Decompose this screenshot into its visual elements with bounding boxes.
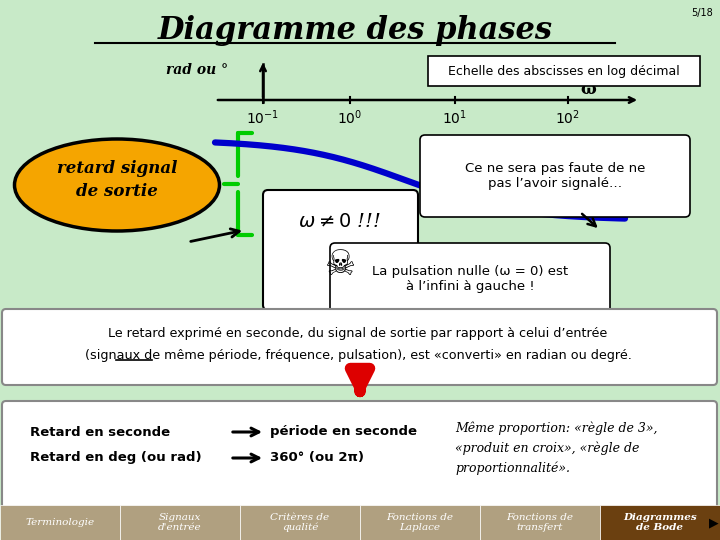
- Bar: [240, 505, 359, 540]
- Text: Le retard exprimé en seconde, du signal de sortie par rapport à celui d’entrée: Le retard exprimé en seconde, du signal …: [109, 327, 608, 341]
- Text: Retard en deg (ou rad): Retard en deg (ou rad): [30, 451, 202, 464]
- FancyBboxPatch shape: [2, 309, 717, 385]
- Text: ☠: ☠: [325, 248, 356, 282]
- Text: Fonctions de
Laplace: Fonctions de Laplace: [387, 513, 454, 532]
- Text: Terminologie: Terminologie: [25, 518, 94, 527]
- Text: Ce ne sera pas faute de ne
pas l’avoir signalé…: Ce ne sera pas faute de ne pas l’avoir s…: [465, 162, 645, 190]
- Text: Retard en seconde: Retard en seconde: [30, 426, 170, 438]
- Text: «produit en croix», «règle de: «produit en croix», «règle de: [455, 441, 639, 455]
- Text: ▶: ▶: [709, 516, 719, 529]
- Text: rad ou °: rad ou °: [166, 63, 228, 77]
- Text: (signaux de même période, fréquence, pulsation), est «converti» en radian ou deg: (signaux de même période, fréquence, pul…: [84, 348, 631, 361]
- Bar: [120, 505, 240, 540]
- Text: $10^{1}$: $10^{1}$: [443, 109, 467, 127]
- Text: 360° (ou 2π): 360° (ou 2π): [270, 451, 364, 464]
- Text: proportionnalité».: proportionnalité».: [455, 461, 570, 475]
- Ellipse shape: [14, 139, 220, 231]
- Text: $10^{-1}$: $10^{-1}$: [246, 109, 279, 127]
- Text: Diagramme des phases: Diagramme des phases: [158, 15, 552, 45]
- Text: Echelle des abscisses en log décimal: Echelle des abscisses en log décimal: [448, 64, 680, 78]
- FancyBboxPatch shape: [2, 401, 717, 514]
- Bar: [0, 505, 120, 540]
- Text: Diagrammes
de Bode: Diagrammes de Bode: [623, 513, 697, 532]
- Text: Signaux
d'entrée: Signaux d'entrée: [158, 513, 202, 532]
- Text: 5/18: 5/18: [691, 8, 713, 18]
- Text: Même proportion: «règle de 3»,: Même proportion: «règle de 3»,: [455, 421, 657, 435]
- Text: période en seconde: période en seconde: [270, 426, 417, 438]
- Text: retard signal
de sortie: retard signal de sortie: [57, 160, 177, 200]
- Bar: [600, 505, 719, 540]
- Text: Critères de
qualité: Critères de qualité: [271, 512, 330, 532]
- FancyBboxPatch shape: [330, 243, 610, 315]
- Bar: [480, 505, 600, 540]
- FancyBboxPatch shape: [263, 190, 418, 310]
- Text: ω: ω: [580, 82, 596, 98]
- Text: $10^{2}$: $10^{2}$: [556, 109, 580, 127]
- FancyBboxPatch shape: [428, 56, 700, 86]
- Bar: [360, 505, 480, 540]
- Text: La pulsation nulle (ω = 0) est
à l’infini à gauche !: La pulsation nulle (ω = 0) est à l’infin…: [372, 265, 568, 293]
- Text: $\omega \neq 0$ !!!: $\omega \neq 0$ !!!: [299, 213, 382, 231]
- FancyBboxPatch shape: [420, 135, 690, 217]
- Text: $10^{0}$: $10^{0}$: [338, 109, 363, 127]
- Text: Fonctions de
transfert: Fonctions de transfert: [506, 513, 574, 532]
